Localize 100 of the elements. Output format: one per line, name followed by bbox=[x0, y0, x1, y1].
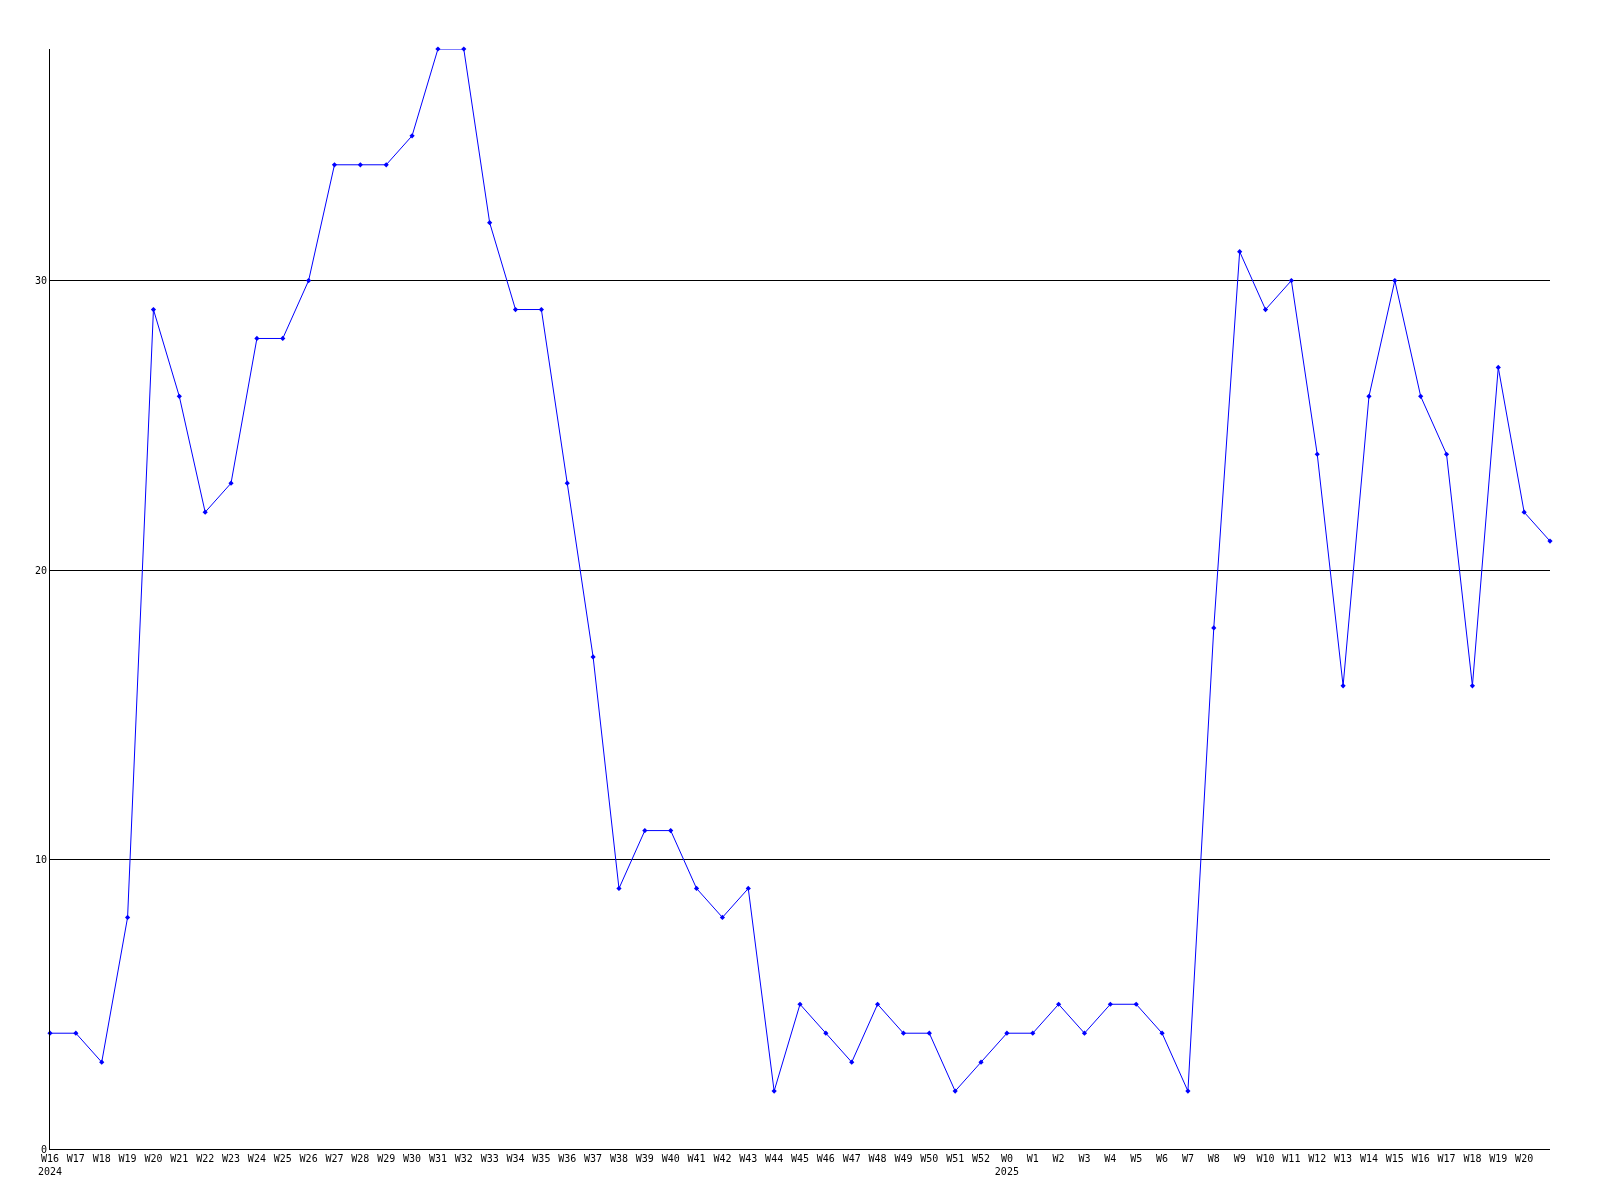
point bbox=[1443, 451, 1450, 457]
x-tick-label: W12 bbox=[1308, 1153, 1327, 1164]
x-tick-label: W45 bbox=[790, 1153, 810, 1164]
y-tick-label: 20 bbox=[34, 564, 47, 576]
point bbox=[1392, 277, 1398, 284]
x-tick-label: W28 bbox=[351, 1153, 370, 1164]
x-tick-label: W5 bbox=[1130, 1153, 1143, 1164]
x-tick-label: W34 bbox=[506, 1153, 525, 1164]
x-tick-label: W17 bbox=[66, 1153, 85, 1164]
x-tick-label: W19 bbox=[1489, 1153, 1508, 1164]
x-tick-label: W24 bbox=[247, 1153, 266, 1164]
x-tick-label: W50 bbox=[920, 1153, 939, 1164]
point bbox=[668, 827, 674, 834]
x-tick-label: W19 bbox=[118, 1153, 137, 1164]
x-tick-label: W0 2025 bbox=[994, 1153, 1019, 1177]
x-tick-label: W15 bbox=[1385, 1153, 1404, 1164]
x-tick-label: W7 bbox=[1181, 1153, 1194, 1164]
x-tick-label: W48 bbox=[868, 1153, 887, 1164]
x-tick-label: W27 bbox=[325, 1153, 344, 1164]
point bbox=[1418, 393, 1424, 399]
x-tick-label: W14 bbox=[1359, 1153, 1378, 1164]
x-tick-label: W26 bbox=[299, 1153, 318, 1164]
point bbox=[383, 162, 389, 168]
x-tick-label: W40 bbox=[661, 1153, 680, 1164]
point bbox=[176, 393, 182, 399]
x-tick-label: W43 bbox=[739, 1153, 758, 1164]
x-tick-label: W20 bbox=[1515, 1153, 1534, 1164]
x-tick-label: W22 bbox=[196, 1153, 215, 1164]
x-tick-label: W18 bbox=[1463, 1153, 1482, 1164]
point bbox=[1314, 451, 1320, 457]
x-tick-label: W29 bbox=[377, 1153, 396, 1164]
y-tick-label: 30 bbox=[34, 275, 47, 287]
point bbox=[926, 1030, 932, 1036]
point bbox=[280, 335, 286, 342]
point bbox=[150, 306, 157, 313]
x-tick-label: W35 bbox=[532, 1153, 551, 1164]
x-tick-label: W32 bbox=[454, 1153, 473, 1164]
point bbox=[745, 885, 751, 892]
point bbox=[564, 480, 570, 486]
point bbox=[1495, 364, 1501, 371]
point bbox=[99, 1059, 105, 1065]
x-tick-label: W16 bbox=[1411, 1153, 1430, 1164]
point bbox=[254, 335, 260, 342]
x-tick-label: W37 bbox=[584, 1153, 603, 1164]
x-tick-label: W42 bbox=[713, 1153, 732, 1164]
y-tick-label: 0 bbox=[40, 1143, 47, 1155]
x-tick-label: W46 bbox=[816, 1153, 835, 1164]
point bbox=[538, 306, 544, 313]
point bbox=[124, 914, 131, 921]
point bbox=[616, 885, 622, 892]
point bbox=[693, 885, 700, 892]
point bbox=[1030, 1030, 1036, 1036]
x-tick-label: W13 bbox=[1334, 1153, 1353, 1164]
point bbox=[1107, 1001, 1113, 1007]
point bbox=[331, 162, 338, 168]
point bbox=[1237, 249, 1243, 255]
point bbox=[357, 162, 363, 168]
x-tick-label: W3 bbox=[1078, 1153, 1091, 1164]
y-tick-label: 10 bbox=[34, 854, 47, 866]
x-tick-label: W33 bbox=[480, 1153, 499, 1164]
x-tick-label: W10 bbox=[1256, 1153, 1275, 1164]
x-tick-label: W11 bbox=[1282, 1153, 1301, 1164]
point bbox=[487, 220, 493, 226]
x-tick-label: W47 bbox=[842, 1153, 861, 1164]
point bbox=[1056, 1001, 1062, 1007]
point bbox=[1081, 1030, 1088, 1036]
point bbox=[1469, 683, 1476, 689]
x-tick-label: W9 bbox=[1233, 1153, 1246, 1164]
point bbox=[900, 1030, 907, 1036]
x-tick-label: W39 bbox=[635, 1153, 654, 1164]
point bbox=[1133, 1001, 1139, 1007]
x-tick-label: W30 bbox=[403, 1153, 422, 1164]
point bbox=[719, 914, 726, 921]
x-tick-label: W20 bbox=[144, 1153, 163, 1164]
x-tick-label: W6 bbox=[1156, 1153, 1169, 1164]
x-tick-label: W49 bbox=[894, 1153, 913, 1164]
x-tick-label: W25 bbox=[273, 1153, 292, 1164]
x-tick-label: W21 bbox=[170, 1153, 189, 1164]
x-tick-label: W16 2024 bbox=[37, 1153, 63, 1177]
x-tick-label: W17 bbox=[1437, 1153, 1456, 1164]
point bbox=[306, 277, 312, 284]
point bbox=[874, 1001, 881, 1007]
point bbox=[849, 1059, 855, 1065]
point bbox=[642, 827, 648, 834]
x-tick-label: W51 bbox=[946, 1153, 965, 1164]
x-tick-label: W23 bbox=[222, 1153, 241, 1164]
x-tick-label: W2 bbox=[1052, 1153, 1065, 1164]
x-tick-label: W4 bbox=[1104, 1153, 1117, 1164]
x-tick-label: W18 bbox=[92, 1153, 111, 1164]
point bbox=[1262, 306, 1269, 313]
x-tick-label: W8 bbox=[1207, 1153, 1220, 1164]
x-tick-label: W36 bbox=[558, 1153, 577, 1164]
x-tick-label: W44 bbox=[765, 1153, 784, 1164]
point bbox=[1288, 277, 1294, 284]
x-tick-label: W52 bbox=[972, 1153, 991, 1164]
point bbox=[512, 306, 519, 313]
x-tick-label: W31 bbox=[428, 1153, 447, 1164]
x-tick-label: W38 bbox=[609, 1153, 628, 1164]
x-tick-label: W41 bbox=[687, 1153, 706, 1164]
x-tick-label: W1 bbox=[1026, 1153, 1039, 1164]
